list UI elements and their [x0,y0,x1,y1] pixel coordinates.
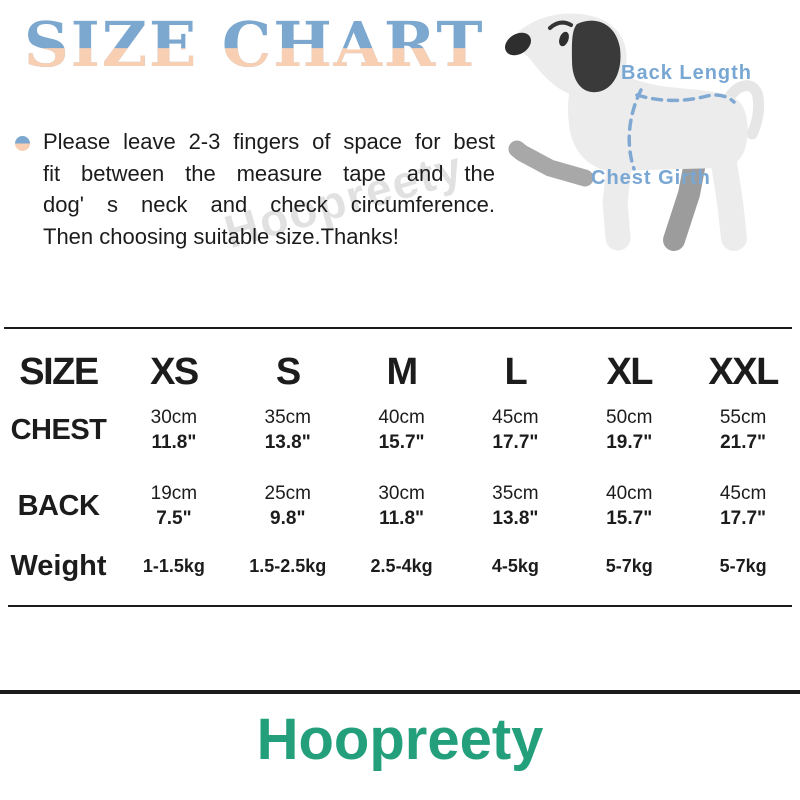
chest-xs-in: 11.8" [151,431,197,453]
chest-m-in: 15.7" [378,431,425,453]
header-xs: XS [150,351,199,393]
back-length-label: Back Length [621,62,752,84]
back-l-in: 13.8" [492,507,539,529]
weight-xl: 5-7kg [605,555,653,576]
back-xs-in: 7.5" [156,507,192,529]
chest-xl-cm: 50cm [606,406,653,428]
chest-s-in: 13.8" [264,431,311,453]
back-s: 25cm 9.8" [231,483,345,530]
back-xxl-in: 17.7" [720,507,767,529]
dog-eyebrow [548,20,573,30]
back-xl: 40cm 15.7" [572,483,686,530]
back-m: 30cm 11.8" [345,483,459,530]
back-s-cm: 25cm [264,482,311,504]
note-bullet-icon [15,136,30,151]
weight-xs: 1-1.5kg [142,555,205,576]
back-m-cm: 30cm [378,482,425,504]
weight-l: 4-5kg [491,555,539,576]
chest-xl-in: 19.7" [606,431,653,453]
chest-l-cm: 45cm [492,406,539,428]
header-s: S [275,351,301,393]
back-length-dashed-line [635,93,736,104]
chest-xxl-in: 21.7" [720,431,767,453]
chest-l-in: 17.7" [492,431,539,453]
back-xl-in: 15.7" [606,507,653,529]
page-title: SIZE CHART SIZE CHART [24,14,504,94]
weight-row: Weight 1-1.5kg 1.5-2.5kg 2.5-4kg 4-5kg 5… [0,548,800,584]
chest-m: 40cm 15.7" [345,407,459,454]
chest-xs-cm: 30cm [150,406,198,428]
back-l-cm: 35cm [492,482,539,504]
back-row-label: BACK [17,489,100,522]
weight-m: 2.5-4kg [370,555,433,576]
dog-raised-leg [508,140,594,187]
back-l: 35cm 13.8" [459,483,573,530]
dog-body [568,62,748,171]
chest-row: CHEST 30cm 11.8" 35cm 13.8" 40cm 15.7" 4… [0,405,800,455]
page-title-text-overlay: SIZE CHART [24,8,485,81]
weight-row-label: Weight [10,549,107,582]
chest-xxl: 55cm 21.7" [686,407,800,454]
weight-xxl: 5-7kg [719,555,767,576]
table-bottom-rule [8,605,792,607]
table-top-rule [4,327,792,329]
dog-tail [720,80,765,140]
chest-girth-label: Chest Girth [591,167,711,189]
header-xl: XL [606,351,653,393]
header-l: L [504,351,528,393]
back-xs-cm: 19cm [150,482,198,504]
header-m: M [386,351,419,393]
weight-s: 1.5-2.5kg [249,555,327,576]
back-xxl-cm: 45cm [719,482,767,504]
dog-front-leg [602,149,633,251]
page-title-text: SIZE CHART [24,8,485,81]
back-xl-cm: 40cm [606,482,653,504]
dog-nose [504,32,532,56]
back-xxl: 45cm 17.7" [686,483,800,530]
header-size: SIZE [19,351,99,393]
chest-s: 35cm 13.8" [231,407,345,454]
chest-xxl-cm: 55cm [719,406,767,428]
header-xxl: XXL [708,351,779,393]
dog-measurement-diagram: Back Length Chest Girth [504,13,765,251]
chest-girth-dashed-line [627,88,643,171]
back-m-in: 11.8" [379,507,425,529]
note-line: Please leave 2-3 fingers of space for be… [43,129,495,154]
chest-xl: 50cm 19.7" [572,407,686,454]
note-line: fit between the measure tape and the [43,160,495,186]
back-xs: 19cm 7.5" [117,483,231,530]
dog-eye [559,31,569,47]
chest-row-label: CHEST [10,413,107,446]
dog-ear [571,20,621,93]
note-line: dog' s neck and check circumference. [43,192,495,217]
back-row: BACK 19cm 7.5" 25cm 9.8" 30cm 11.8" 35cm… [0,481,800,531]
size-table-header-row: SIZE XS S M L XL XXL [0,351,800,393]
brand-logo: Hoopreety [256,707,544,772]
back-s-in: 9.8" [270,507,306,529]
chest-s-cm: 35cm [264,406,311,428]
fitting-note: Please leave 2-3 fingers of space for be… [43,126,495,252]
note-line: Then choosing suitable size.Thanks! [43,223,399,249]
chest-m-cm: 40cm [378,406,425,428]
chest-xs: 30cm 11.8" [117,407,231,454]
chest-l: 45cm 17.7" [459,407,573,454]
footer-rule [0,690,800,694]
dog-near-hind-leg [710,144,747,251]
